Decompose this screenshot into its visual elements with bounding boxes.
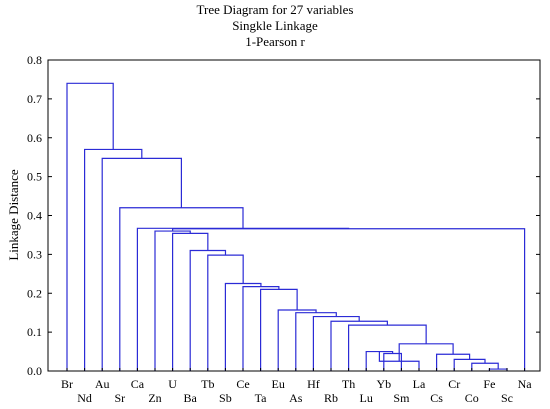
leaf-label: Yb bbox=[376, 377, 391, 391]
chart-subtitle-metric: 1-Pearson r bbox=[245, 34, 305, 49]
leaf-label: Hf bbox=[307, 377, 320, 391]
dendrogram-link bbox=[66, 82, 114, 371]
leaf-label: Sb bbox=[219, 391, 232, 405]
leaf-label: Tb bbox=[201, 377, 214, 391]
chart-title: Tree Diagram for 27 variables bbox=[196, 2, 354, 17]
y-tick-label: 0.7 bbox=[27, 92, 42, 106]
leaf-label: La bbox=[413, 377, 426, 391]
leaf-label: Th bbox=[342, 377, 355, 391]
leaf-label: As bbox=[289, 391, 303, 405]
leaf-label: Cr bbox=[448, 377, 460, 391]
dendrogram-link bbox=[436, 353, 471, 371]
leaf-label: Ta bbox=[255, 391, 267, 405]
leaf-label: Sr bbox=[114, 391, 125, 405]
leaf-label: Au bbox=[95, 377, 110, 391]
y-tick-label: 0.2 bbox=[27, 286, 42, 300]
leaf-label: Cs bbox=[430, 391, 443, 405]
chart-subtitle-linkage: Singkle Linkage bbox=[232, 18, 318, 33]
y-tick-label: 0.3 bbox=[27, 247, 42, 261]
dendrogram-link bbox=[277, 309, 317, 371]
dendrogram-links bbox=[66, 82, 526, 371]
dendrogram-link bbox=[453, 358, 486, 371]
dendrogram-link bbox=[348, 324, 427, 371]
dendrogram-link bbox=[260, 288, 298, 371]
plot-frame bbox=[47, 59, 541, 372]
y-tick-label: 0.6 bbox=[27, 131, 42, 145]
leaf-label: U bbox=[168, 377, 177, 391]
dendrogram-link bbox=[398, 343, 454, 362]
leaf-label: Rb bbox=[324, 391, 338, 405]
y-tick-label: 0.4 bbox=[27, 209, 42, 223]
axes bbox=[47, 59, 541, 372]
y-tick-label: 0.1 bbox=[27, 325, 42, 339]
y-tick-labels: 0.0 0.1 0.2 0.3 0.4 0.5 0.6 0.7 0.8 bbox=[27, 53, 540, 378]
y-tick-label: 0.8 bbox=[27, 53, 42, 67]
leaf-label: Ca bbox=[131, 377, 145, 391]
leaf-label: Zn bbox=[148, 391, 161, 405]
leaf-label: Fe bbox=[483, 377, 495, 391]
dendrogram-link bbox=[295, 312, 337, 371]
leaf-label: Sc bbox=[501, 391, 513, 405]
leaf-label: Lu bbox=[360, 391, 373, 405]
leaf-label: Eu bbox=[272, 377, 285, 391]
dendrogram-link bbox=[101, 157, 183, 371]
leaf-label: Nd bbox=[77, 391, 92, 405]
leaf-label: Sm bbox=[393, 391, 410, 405]
dendrogram-link bbox=[330, 320, 388, 371]
dendrogram-link bbox=[471, 362, 499, 371]
dendrogram-link bbox=[119, 207, 244, 371]
leaf-label: Na bbox=[518, 377, 533, 391]
y-tick-label: 0.5 bbox=[27, 170, 42, 184]
leaf-label: Ce bbox=[236, 377, 249, 391]
leaf-label: Ba bbox=[184, 391, 198, 405]
y-tick-label: 0.0 bbox=[27, 364, 42, 378]
leaf-label: Co bbox=[465, 391, 479, 405]
leaf-label: Br bbox=[61, 377, 73, 391]
dendrogram-link bbox=[83, 148, 143, 371]
